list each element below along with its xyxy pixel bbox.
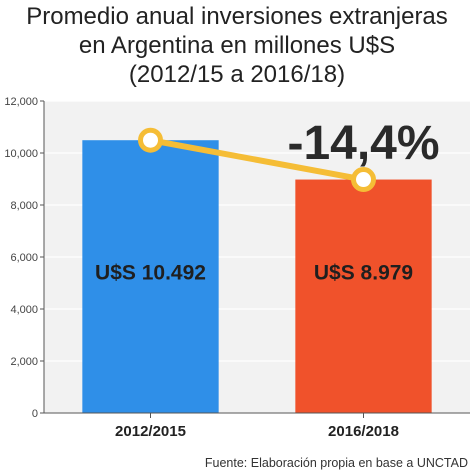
y-tick-label: 6,000 <box>10 252 38 264</box>
category-label: 2012/2015 <box>115 423 186 440</box>
bar-value-label: U$S 10.492 <box>95 262 206 285</box>
chart-title-line-3: (2012/15 a 2016/18) <box>128 61 346 88</box>
bar-value-label: U$S 8.979 <box>314 262 413 285</box>
y-tick-label: 2,000 <box>10 356 38 368</box>
chart-title-line-2: en Argentina en millones U$S <box>78 32 396 59</box>
bar <box>82 140 219 413</box>
y-tick-label: 0 <box>32 408 38 420</box>
trend-marker <box>351 167 376 193</box>
change-percent-label: -14,4% <box>287 117 439 170</box>
y-tick-label: 4,000 <box>10 304 38 316</box>
bar <box>295 179 432 413</box>
chart-title-line-1: Promedio anual inversiones extranjeras <box>26 3 448 30</box>
trend-marker <box>138 127 163 153</box>
chart-title: Promedio anual inversiones extranjeras e… <box>0 2 474 89</box>
category-label: 2016/2018 <box>328 423 399 440</box>
source-note: Fuente: Elaboración propia en base a UNC… <box>204 456 468 470</box>
trend-line <box>147 137 367 183</box>
y-tick-label: 10,000 <box>4 148 38 160</box>
y-tick-label: 12,000 <box>4 96 38 108</box>
y-tick-label: 8,000 <box>10 200 38 212</box>
